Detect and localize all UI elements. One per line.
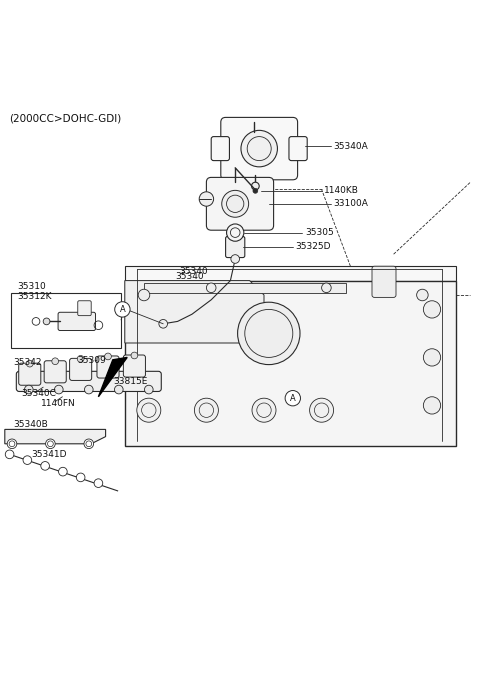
Circle shape: [310, 398, 334, 422]
FancyBboxPatch shape: [372, 266, 396, 298]
FancyBboxPatch shape: [226, 237, 245, 257]
Polygon shape: [125, 281, 264, 343]
Text: A: A: [120, 305, 125, 314]
FancyBboxPatch shape: [70, 358, 92, 381]
Text: 35340B: 35340B: [13, 420, 48, 429]
Polygon shape: [5, 429, 106, 444]
FancyBboxPatch shape: [206, 178, 274, 230]
Circle shape: [138, 289, 150, 300]
FancyBboxPatch shape: [97, 356, 119, 378]
FancyBboxPatch shape: [44, 361, 66, 383]
Circle shape: [84, 386, 93, 394]
Polygon shape: [98, 357, 127, 397]
Circle shape: [77, 355, 84, 362]
Circle shape: [423, 348, 441, 366]
Circle shape: [59, 467, 67, 476]
Text: 33815E: 33815E: [113, 377, 147, 386]
Circle shape: [41, 462, 49, 470]
Circle shape: [417, 289, 428, 300]
Circle shape: [76, 473, 85, 482]
Text: 35341D: 35341D: [31, 450, 67, 459]
Circle shape: [52, 358, 59, 364]
Circle shape: [46, 439, 55, 449]
Circle shape: [105, 353, 111, 359]
Circle shape: [84, 439, 94, 449]
Text: A: A: [290, 394, 296, 403]
Circle shape: [24, 386, 33, 394]
Text: 35305: 35305: [305, 228, 334, 237]
Circle shape: [238, 303, 300, 364]
Circle shape: [55, 386, 63, 394]
Text: 1140FN: 1140FN: [41, 399, 75, 408]
FancyBboxPatch shape: [211, 137, 229, 161]
Polygon shape: [144, 283, 346, 293]
Text: 35340C: 35340C: [22, 389, 57, 398]
FancyBboxPatch shape: [123, 355, 145, 377]
FancyBboxPatch shape: [221, 117, 298, 180]
Text: 35312K: 35312K: [17, 292, 51, 301]
FancyBboxPatch shape: [289, 137, 307, 161]
Circle shape: [253, 189, 258, 193]
Circle shape: [115, 386, 123, 394]
Text: 35340A: 35340A: [334, 142, 368, 151]
FancyBboxPatch shape: [19, 363, 41, 386]
Circle shape: [131, 352, 138, 359]
Circle shape: [23, 456, 32, 464]
FancyBboxPatch shape: [78, 300, 91, 316]
FancyBboxPatch shape: [249, 186, 262, 196]
Circle shape: [222, 190, 249, 217]
Circle shape: [194, 398, 218, 422]
Text: (2000CC>DOHC-GDI): (2000CC>DOHC-GDI): [10, 114, 122, 123]
Circle shape: [322, 283, 331, 293]
Circle shape: [252, 398, 276, 422]
Circle shape: [231, 255, 240, 263]
Circle shape: [43, 318, 50, 324]
Circle shape: [199, 192, 214, 206]
Circle shape: [227, 224, 244, 241]
Circle shape: [26, 360, 33, 367]
Circle shape: [7, 439, 17, 449]
Circle shape: [137, 398, 161, 422]
Circle shape: [423, 397, 441, 414]
Circle shape: [252, 182, 259, 190]
Text: 35310: 35310: [17, 283, 46, 292]
Circle shape: [94, 479, 103, 488]
Text: 1140KB: 1140KB: [324, 187, 359, 196]
Circle shape: [241, 130, 277, 167]
Text: 35340: 35340: [179, 268, 208, 276]
Text: 33100A: 33100A: [334, 200, 369, 209]
Circle shape: [144, 386, 153, 394]
Circle shape: [285, 390, 300, 406]
Polygon shape: [125, 281, 456, 446]
Bar: [11, 293, 121, 348]
Text: 35325D: 35325D: [295, 242, 331, 252]
Circle shape: [5, 450, 14, 459]
FancyBboxPatch shape: [58, 312, 96, 331]
Polygon shape: [125, 266, 456, 281]
Text: 35309: 35309: [78, 356, 107, 365]
FancyBboxPatch shape: [16, 371, 161, 392]
Circle shape: [206, 283, 216, 293]
Text: 35340: 35340: [175, 272, 204, 281]
Circle shape: [115, 302, 130, 317]
Circle shape: [159, 320, 168, 328]
Circle shape: [423, 300, 441, 318]
Text: 35342: 35342: [13, 357, 42, 367]
